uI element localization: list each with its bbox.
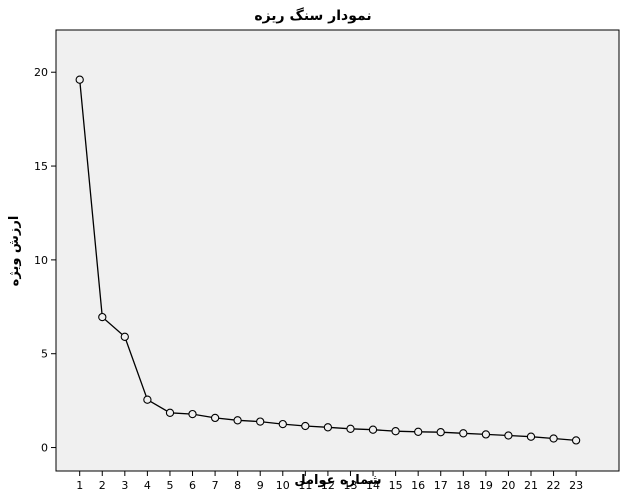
y-tick-label: 5: [41, 348, 48, 361]
data-point: [414, 427, 423, 436]
x-tick-label: 2: [99, 479, 106, 492]
data-point: [571, 436, 581, 445]
y-tick-label: 15: [34, 160, 48, 173]
x-tick-label: 1: [76, 479, 83, 492]
x-axis-ticks: 1 2 3 4 5 6 7 8 9 10 11 12 13 14 15 16 17 18 19 20 21 22 23: [76, 471, 583, 492]
x-tick-label: 4: [144, 479, 151, 492]
x-tick-label: 13: [343, 479, 357, 492]
y-tick-label: 20: [34, 66, 48, 79]
y-tick-label: 0: [41, 442, 48, 455]
y-tick-label: 10: [34, 254, 48, 267]
data-point: [188, 409, 197, 419]
x-tick-label: 20: [501, 479, 515, 492]
data-point: [549, 434, 558, 443]
x-tick-label: 5: [166, 479, 173, 492]
x-tick-label: 17: [434, 479, 448, 492]
data-point: [346, 424, 355, 433]
data-point: [481, 430, 491, 439]
x-tick-label: 21: [524, 479, 538, 492]
y-axis-ticks: 0 5 10 15 20: [34, 66, 56, 455]
data-point: [210, 413, 220, 423]
data-point: [278, 419, 287, 429]
data-point: [143, 395, 152, 404]
data-markers: [75, 75, 581, 445]
x-tick-label: 10: [276, 479, 290, 492]
x-tick-label: 3: [121, 479, 128, 492]
x-tick-label: 15: [389, 479, 403, 492]
data-point: [301, 421, 310, 431]
x-tick-label: 8: [234, 479, 241, 492]
x-tick-label: 6: [189, 479, 196, 492]
data-point: [459, 429, 468, 438]
x-tick-label: 22: [547, 479, 561, 492]
data-point: [120, 332, 129, 341]
data-point: [75, 75, 84, 84]
data-point: [526, 432, 536, 441]
x-tick-label: 12: [321, 479, 335, 492]
data-point: [256, 417, 265, 426]
x-tick-label: 7: [212, 479, 219, 492]
data-point: [323, 423, 333, 432]
x-tick-label: 18: [456, 479, 470, 492]
data-point: [391, 427, 400, 436]
data-point: [368, 425, 378, 434]
x-tick-label: 11: [298, 479, 312, 492]
x-tick-label: 14: [366, 479, 380, 492]
data-point: [165, 408, 175, 417]
data-point: [436, 428, 445, 437]
chart-title: نمودار سنگ ریزه: [254, 7, 371, 24]
x-axis-label: شماره عوامل: [294, 473, 381, 488]
data-point: [98, 312, 107, 322]
x-tick-label: 19: [479, 479, 493, 492]
x-tick-label: 9: [257, 479, 264, 492]
x-tick-label: 23: [569, 479, 583, 492]
y-axis-label: ارزش ویژه: [7, 216, 22, 287]
data-point: [233, 416, 242, 425]
data-point: [504, 431, 513, 440]
plot-area: [55, 29, 620, 472]
x-tick-label: 16: [411, 479, 425, 492]
